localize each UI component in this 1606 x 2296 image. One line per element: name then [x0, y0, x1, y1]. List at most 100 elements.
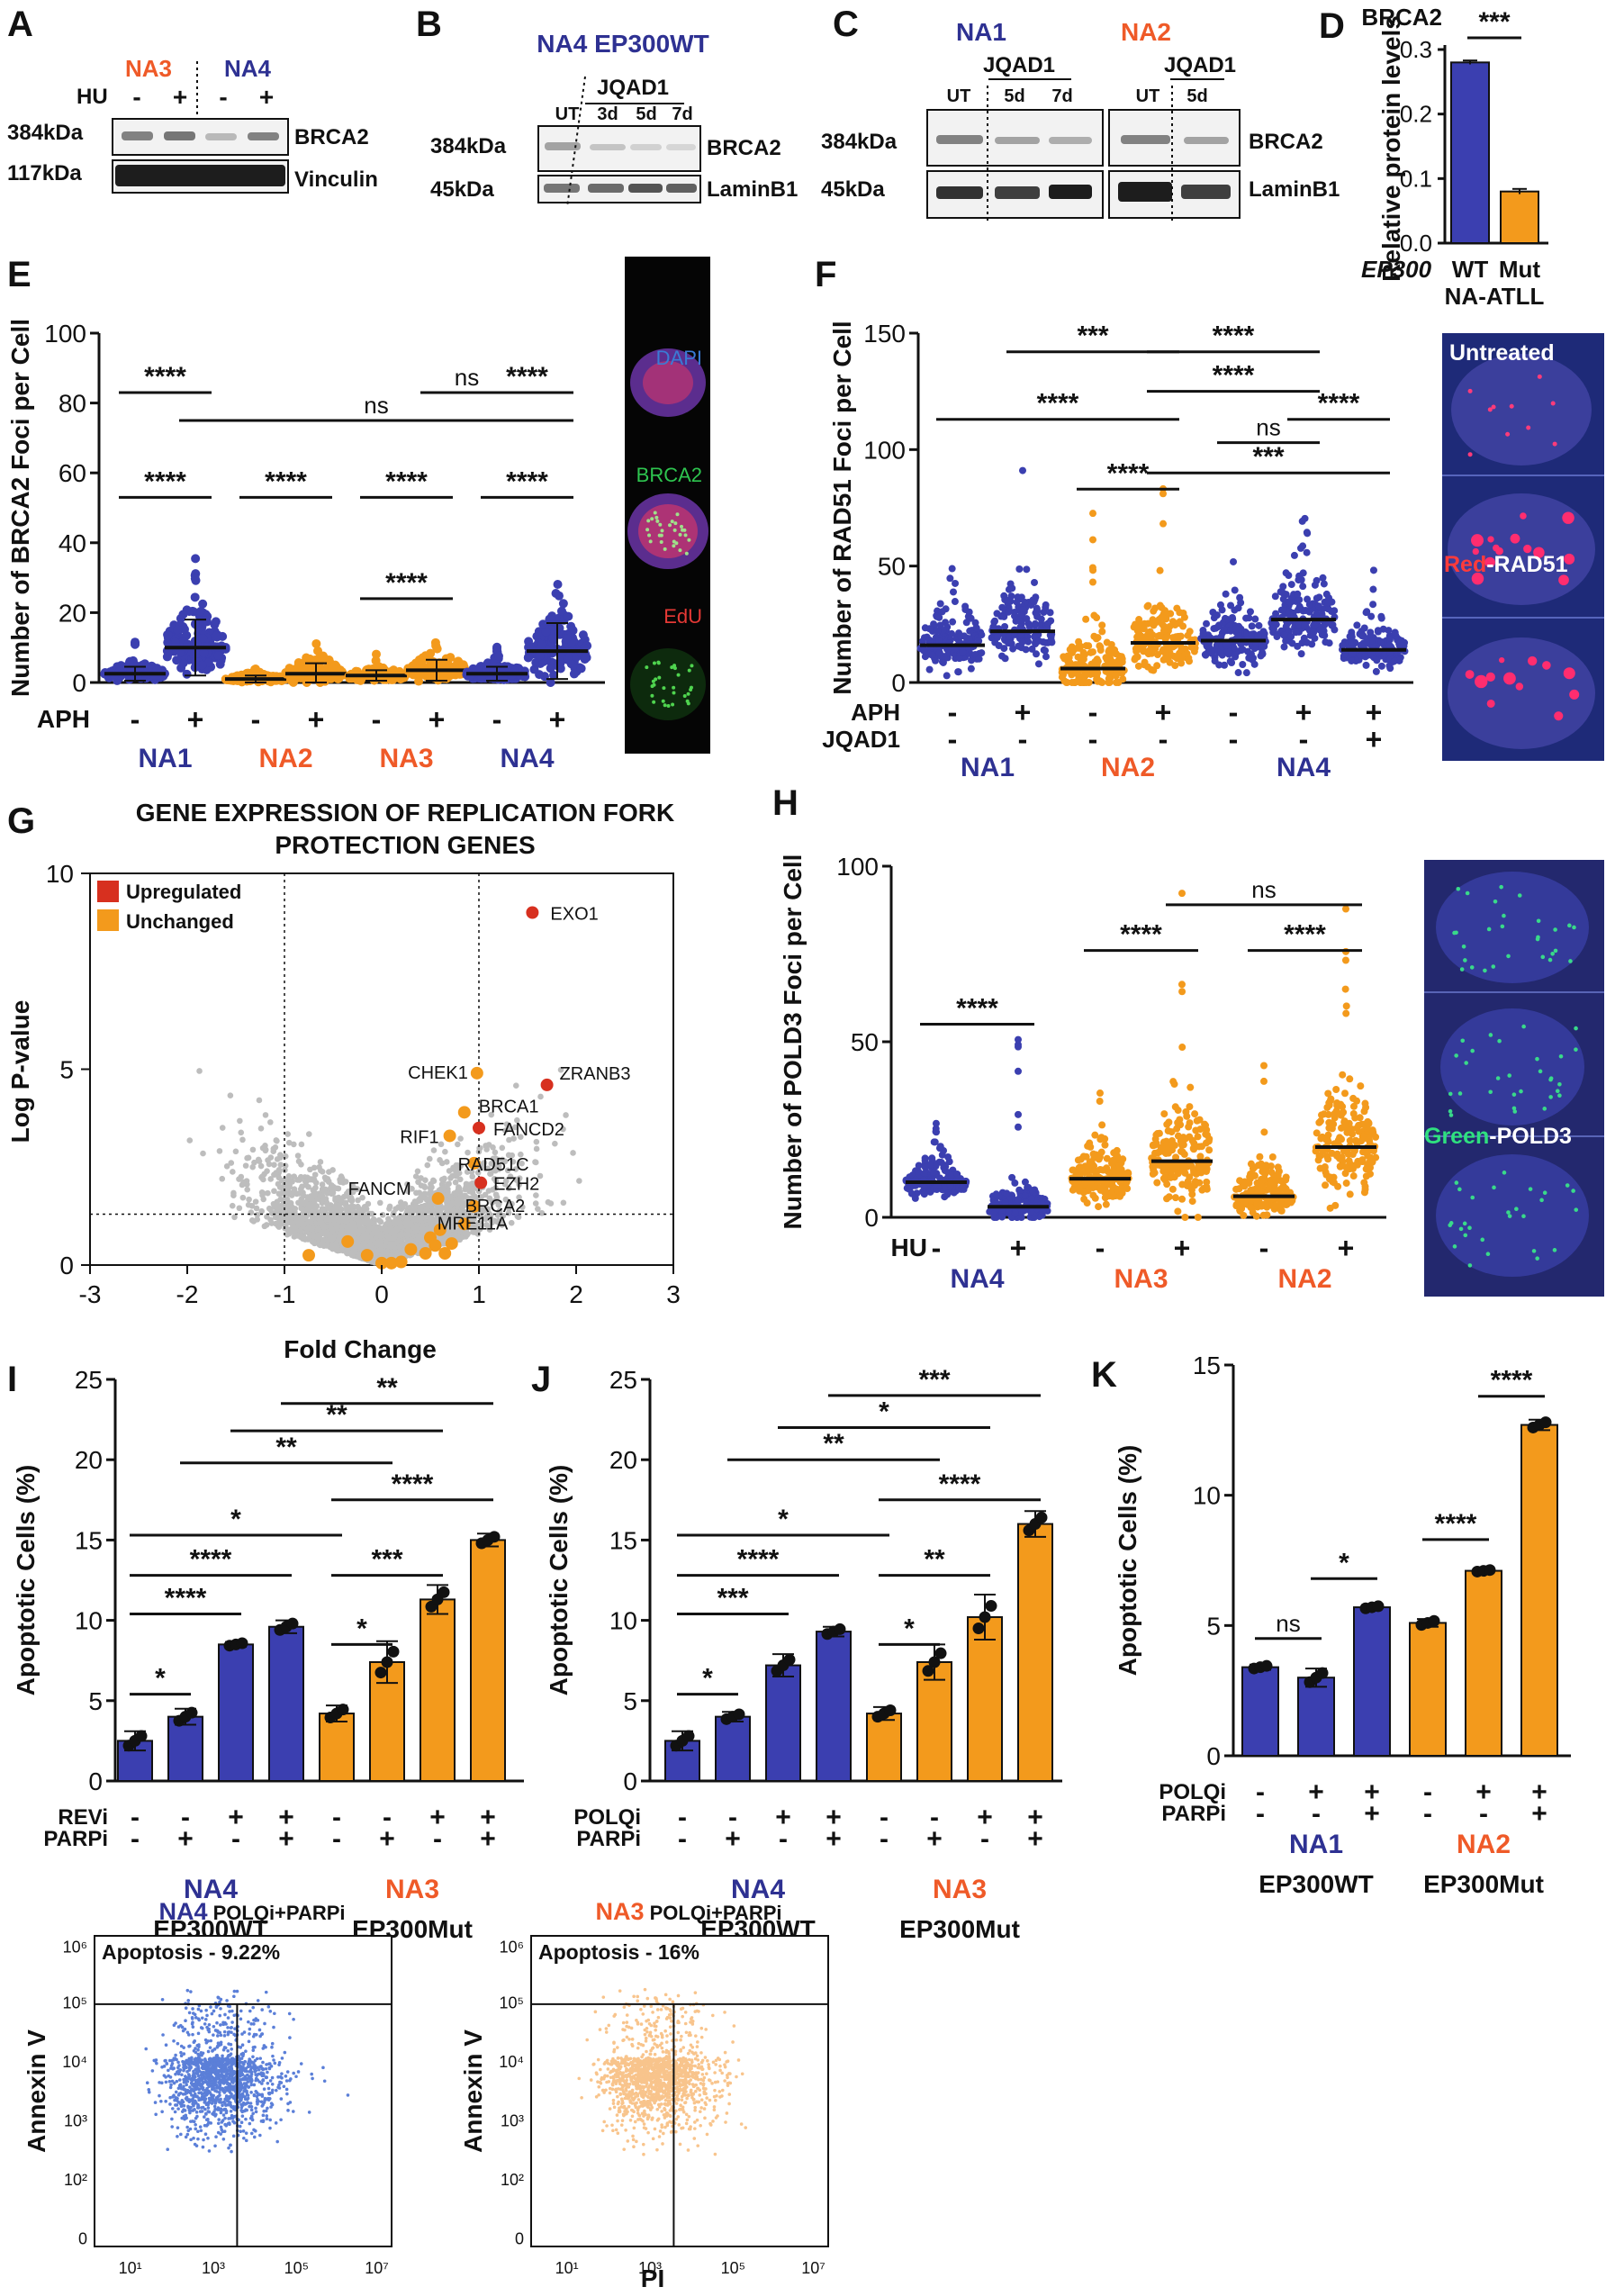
data-point: [1377, 637, 1385, 646]
cell-label: NA1: [956, 18, 1006, 46]
data-point: [1257, 652, 1265, 660]
data-point: [1360, 624, 1368, 632]
data-point: [1079, 655, 1087, 664]
data-point: [429, 671, 438, 681]
data-point: [1271, 592, 1279, 601]
blot-band: [1181, 185, 1231, 199]
gene-point: [305, 1131, 312, 1137]
data-point: [1111, 646, 1119, 654]
gene-point: [439, 1205, 446, 1211]
data-point: [1007, 592, 1015, 601]
data-point: [1232, 650, 1240, 658]
y-tick-label: 100: [863, 436, 906, 464]
focus-dot: [1537, 374, 1542, 379]
data-point: [1179, 609, 1187, 617]
group-label: NA4: [1277, 753, 1331, 782]
data-point: [553, 579, 563, 589]
gene-point: [576, 1178, 582, 1184]
focus-dot: [647, 533, 652, 538]
gene-point: [256, 1097, 263, 1104]
drug-label: JQAD1: [1164, 53, 1236, 77]
data-point: [1166, 610, 1174, 618]
gene-point: [532, 1159, 539, 1166]
bar: [1450, 61, 1490, 245]
data-point: [124, 674, 134, 684]
chart-title: PROTECTION GENES: [275, 831, 535, 859]
y-tick-label: 40: [59, 529, 86, 557]
gene-point: [428, 1188, 434, 1195]
chart-title: GENE EXPRESSION OF REPLICATION FORK: [136, 799, 674, 827]
y-tick-label: 50: [878, 553, 906, 581]
protein-label: BRCA2: [294, 125, 369, 149]
gene-point: [275, 1167, 283, 1173]
data-point: [1215, 661, 1223, 669]
treatment-sign: -: [1018, 723, 1028, 755]
data-point: [143, 663, 153, 673]
blot-band: [248, 132, 279, 140]
data-point: [472, 664, 482, 674]
data-point: [1250, 660, 1259, 668]
data-point: [1239, 660, 1247, 668]
data-point: [1304, 529, 1312, 538]
data-point: [1377, 614, 1385, 622]
data-point: [1372, 667, 1380, 675]
blot-band: [995, 186, 1040, 199]
gene-point: [552, 1140, 558, 1147]
focus-dot: [1503, 672, 1516, 685]
gene-point: [375, 1216, 383, 1224]
data-point: [1294, 590, 1302, 598]
data-point: [569, 669, 579, 679]
focus-dot: [1515, 682, 1524, 691]
treatment-sign: -: [1229, 723, 1239, 755]
focus-dot: [1562, 511, 1574, 524]
data-point: [211, 617, 221, 627]
gene-point: [244, 1186, 251, 1193]
gene-point: [284, 1131, 291, 1137]
data-point: [578, 630, 588, 640]
data-point: [329, 664, 338, 674]
focus-dot: [663, 547, 667, 551]
focus-dot: [1526, 425, 1531, 430]
data-point: [124, 657, 134, 667]
data-point: [1273, 633, 1281, 641]
focus-dot: [645, 528, 650, 532]
data-point: [190, 592, 200, 602]
gene-point: [186, 1137, 194, 1143]
group-label: NA1: [961, 753, 1015, 782]
treatment-sign: -: [948, 723, 958, 755]
gene-point: [223, 1163, 230, 1170]
focus-dot: [663, 703, 667, 708]
data-point: [1255, 621, 1263, 629]
chart-title: BRCA2: [1361, 4, 1442, 31]
blot-band: [545, 142, 581, 150]
treatment-row-label: JQAD1: [822, 726, 900, 753]
x-tick-label: WT: [1452, 256, 1489, 283]
gene-point: [508, 1219, 515, 1226]
data-point: [197, 660, 207, 670]
data-point: [1316, 626, 1324, 634]
y-tick-label: 20: [59, 599, 86, 627]
significance-label: ****: [144, 362, 186, 392]
drug-label: JQAD1: [597, 76, 669, 100]
data-point: [1250, 645, 1259, 653]
data-point: [1301, 514, 1309, 522]
data-point: [1011, 609, 1019, 617]
gene-point: [298, 1141, 305, 1148]
gene-point: [249, 1146, 257, 1153]
gene-point: [264, 1168, 270, 1174]
data-point: [1226, 657, 1234, 665]
gene-point: [414, 1234, 421, 1242]
gene-point: [219, 1175, 226, 1182]
blot-band: [1121, 135, 1170, 144]
data-point: [1005, 608, 1013, 616]
gene-point: [274, 1156, 281, 1162]
focus-dot: [655, 519, 660, 523]
gene-point: [535, 1206, 541, 1212]
focus-dot: [678, 548, 682, 553]
gene-point: [239, 1194, 247, 1201]
gene-point: [424, 1162, 431, 1169]
blot-band: [1049, 185, 1092, 199]
focus-dot: [686, 701, 690, 706]
group-label: NA4: [500, 744, 554, 773]
